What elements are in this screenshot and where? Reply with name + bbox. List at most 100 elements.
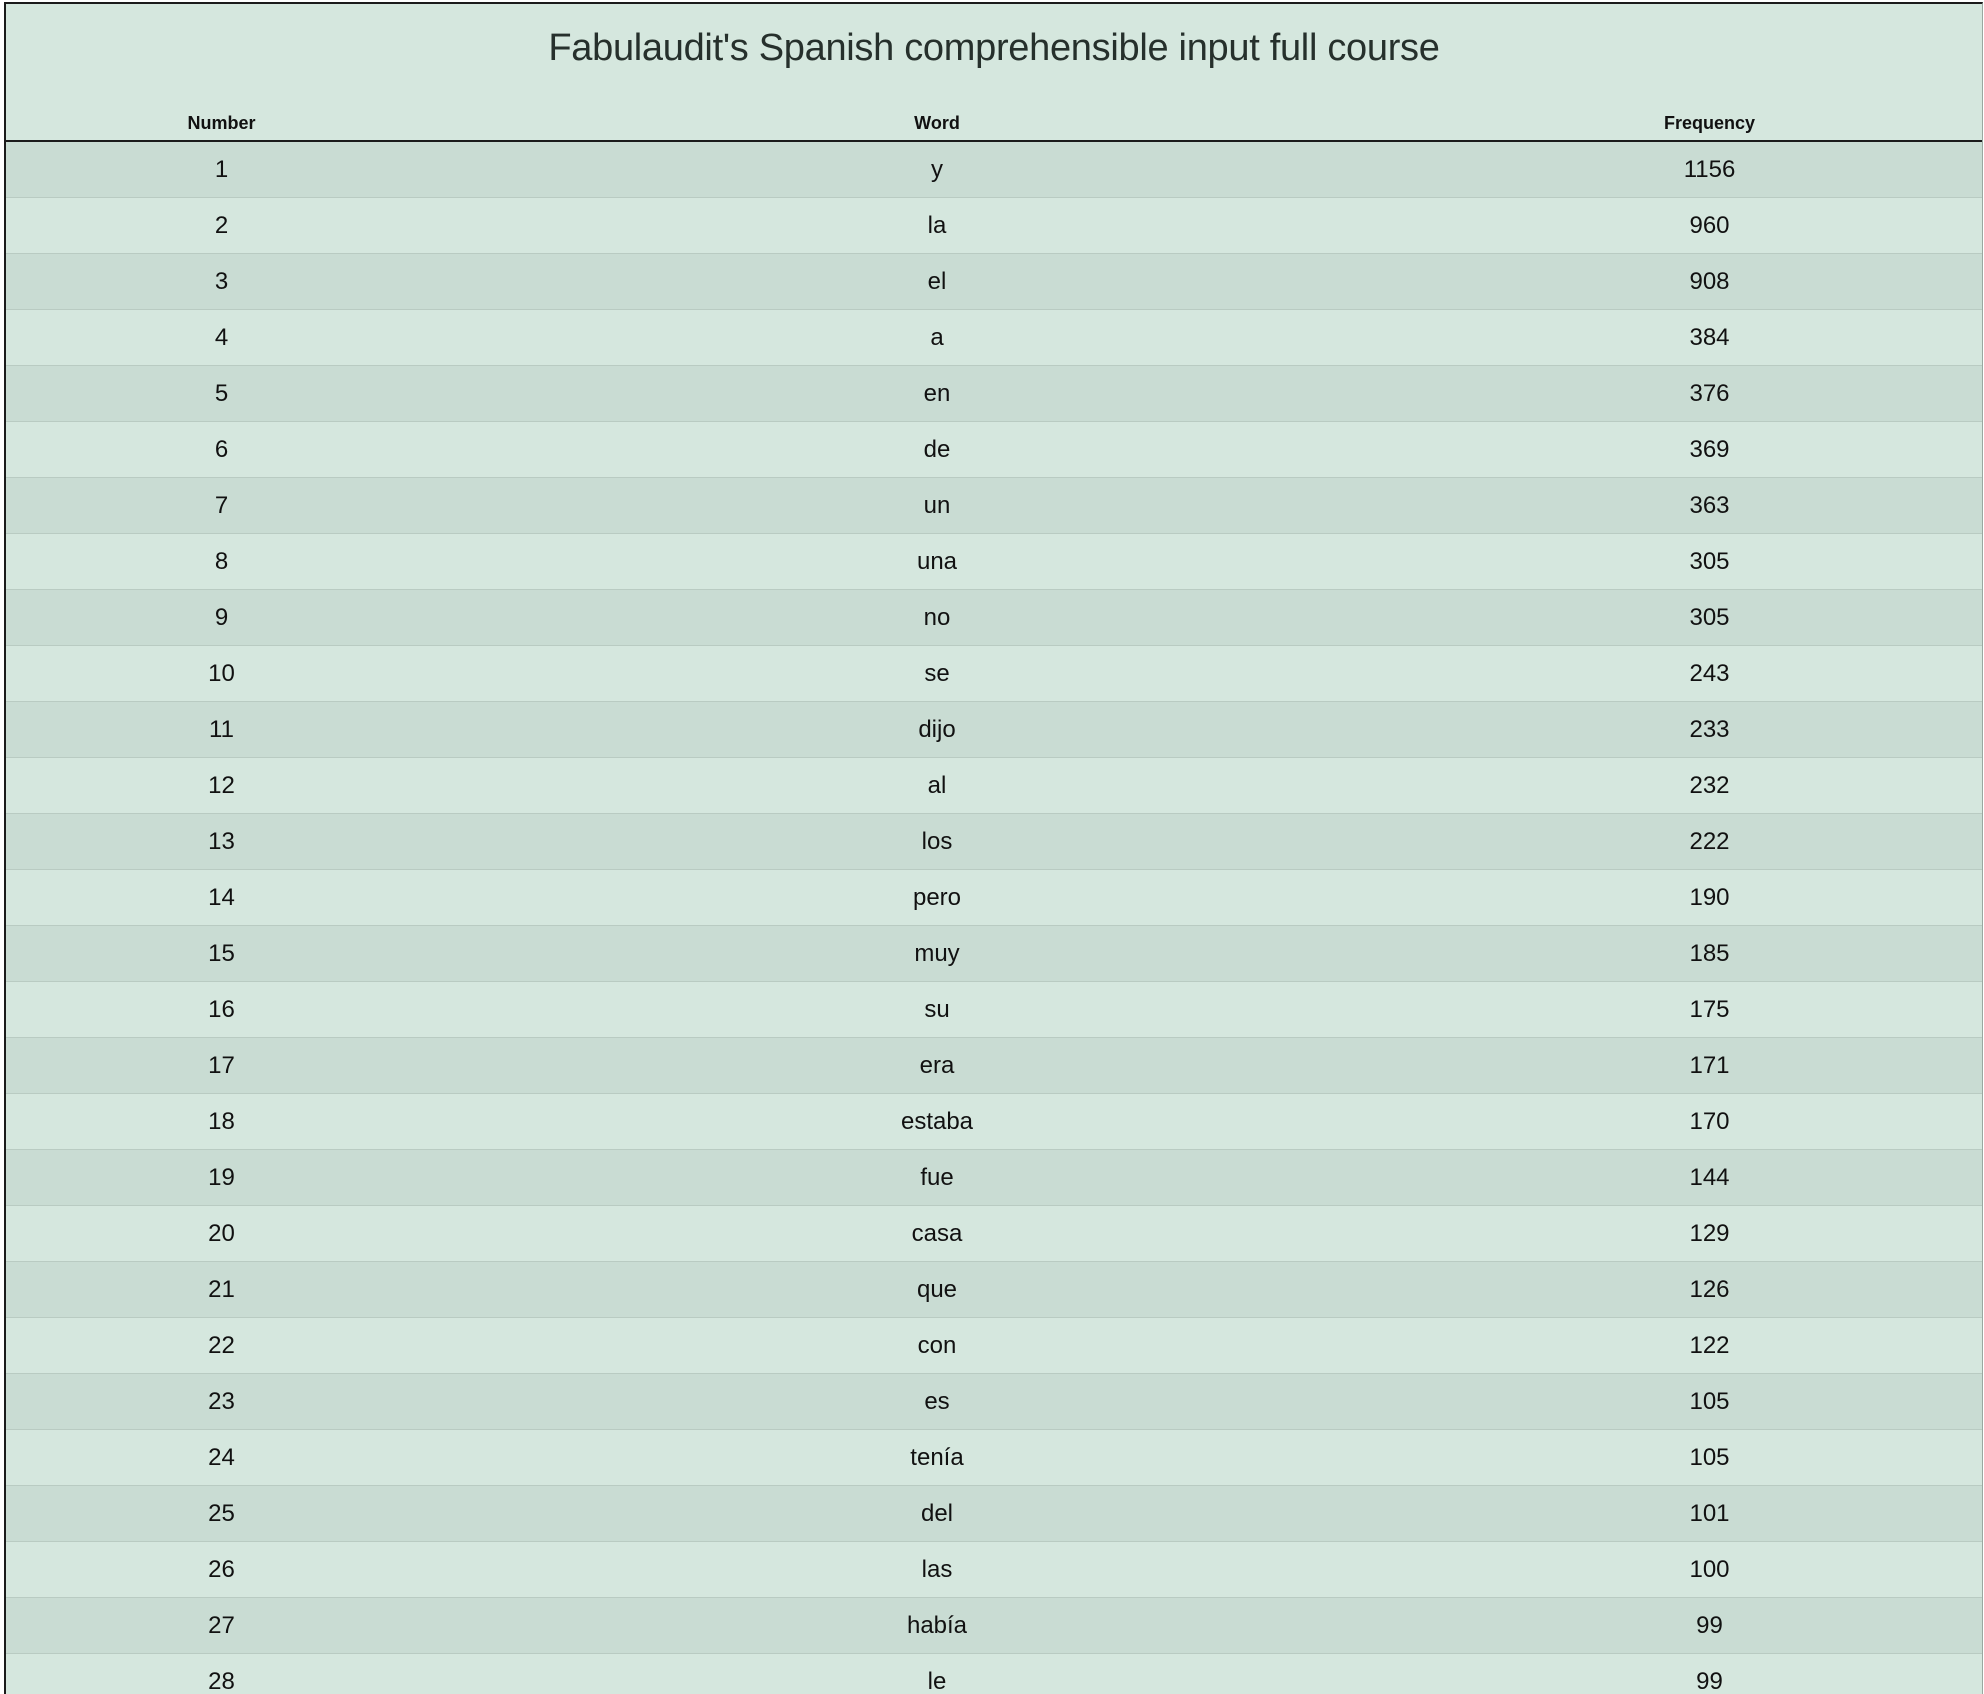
cell-word: del bbox=[920, 1500, 954, 1527]
cell-number: 1 bbox=[214, 156, 229, 183]
cell-word: la bbox=[927, 212, 947, 239]
cell-word: es bbox=[924, 1388, 950, 1415]
cell-frequency: 175 bbox=[1689, 996, 1730, 1023]
cell-number: 14 bbox=[208, 884, 235, 911]
cell-frequency: 126 bbox=[1689, 1276, 1730, 1303]
table-row: 15 muy 185 bbox=[6, 926, 1982, 982]
cell-frequency: 908 bbox=[1689, 268, 1730, 295]
cell-word: no bbox=[923, 604, 951, 631]
table-row: 16 su 175 bbox=[6, 982, 1982, 1038]
table-row: 18 estaba 170 bbox=[6, 1094, 1982, 1150]
cell-word: fue bbox=[920, 1164, 954, 1191]
cell-number: 26 bbox=[208, 1556, 235, 1583]
cell-frequency: 384 bbox=[1689, 324, 1730, 351]
cell-frequency: 105 bbox=[1689, 1388, 1730, 1415]
cell-number: 3 bbox=[214, 268, 229, 295]
page-title: Fabulaudit's Spanish comprehensible inpu… bbox=[548, 27, 1440, 69]
cell-frequency: 99 bbox=[1696, 1668, 1723, 1694]
cell-word: a bbox=[930, 324, 944, 351]
cell-word: las bbox=[921, 1556, 953, 1583]
cell-word: le bbox=[927, 1668, 947, 1694]
table-row: 14 pero 190 bbox=[6, 870, 1982, 926]
column-header-word[interactable]: Word bbox=[914, 113, 960, 133]
table-body: 1 y 1156 2 la 960 3 el 908 4 a 384 5 en 376 6 de 369 7 un 36… bbox=[6, 142, 1982, 1694]
cell-number: 8 bbox=[214, 548, 229, 575]
cell-word: que bbox=[916, 1276, 958, 1303]
cell-number: 15 bbox=[208, 940, 235, 967]
table-row: 5 en 376 bbox=[6, 366, 1982, 422]
table-row: 2 la 960 bbox=[6, 198, 1982, 254]
cell-frequency: 233 bbox=[1689, 716, 1730, 743]
cell-word: pero bbox=[912, 884, 962, 911]
cell-number: 9 bbox=[214, 604, 229, 631]
table-header: Number Word Frequency bbox=[6, 92, 1982, 142]
cell-frequency: 100 bbox=[1689, 1556, 1730, 1583]
cell-frequency: 185 bbox=[1689, 940, 1730, 967]
cell-word: de bbox=[923, 436, 951, 463]
cell-word: en bbox=[923, 380, 951, 407]
cell-frequency: 363 bbox=[1689, 492, 1730, 519]
table-row: 19 fue 144 bbox=[6, 1150, 1982, 1206]
cell-word: con bbox=[917, 1332, 957, 1359]
cell-word: había bbox=[906, 1612, 968, 1639]
table-row: 17 era 171 bbox=[6, 1038, 1982, 1094]
table-row: 23 es 105 bbox=[6, 1374, 1982, 1430]
cell-number: 27 bbox=[208, 1612, 235, 1639]
cell-frequency: 190 bbox=[1689, 884, 1730, 911]
cell-frequency: 129 bbox=[1689, 1220, 1730, 1247]
cell-number: 22 bbox=[208, 1332, 235, 1359]
table-row: 11 dijo 233 bbox=[6, 702, 1982, 758]
cell-number: 7 bbox=[214, 492, 229, 519]
cell-word: una bbox=[916, 548, 958, 575]
cell-frequency: 243 bbox=[1689, 660, 1730, 687]
cell-frequency: 171 bbox=[1689, 1052, 1730, 1079]
cell-number: 28 bbox=[208, 1668, 235, 1694]
cell-number: 12 bbox=[208, 772, 235, 799]
cell-number: 17 bbox=[208, 1052, 235, 1079]
cell-number: 10 bbox=[208, 660, 235, 687]
cell-frequency: 305 bbox=[1689, 604, 1730, 631]
table-row: 7 un 363 bbox=[6, 478, 1982, 534]
cell-number: 4 bbox=[214, 324, 229, 351]
cell-frequency: 1156 bbox=[1683, 156, 1736, 183]
table-row: 8 una 305 bbox=[6, 534, 1982, 590]
cell-number: 21 bbox=[208, 1276, 235, 1303]
table-row: 6 de 369 bbox=[6, 422, 1982, 478]
table-row: 21 que 126 bbox=[6, 1262, 1982, 1318]
cell-number: 11 bbox=[209, 716, 234, 743]
cell-word: y bbox=[931, 156, 943, 183]
table-row: 28 le 99 bbox=[6, 1654, 1982, 1694]
cell-frequency: 305 bbox=[1689, 548, 1730, 575]
cell-frequency: 144 bbox=[1689, 1164, 1730, 1191]
table-row: 26 las 100 bbox=[6, 1542, 1982, 1598]
cell-frequency: 960 bbox=[1689, 212, 1730, 239]
column-header-frequency[interactable]: Frequency bbox=[1663, 113, 1756, 133]
cell-frequency: 376 bbox=[1689, 380, 1730, 407]
column-header-number[interactable]: Number bbox=[187, 113, 256, 133]
cell-word: era bbox=[919, 1052, 955, 1079]
table-row: 24 tenía 105 bbox=[6, 1430, 1982, 1486]
cell-number: 19 bbox=[208, 1164, 235, 1191]
table-row: 1 y 1156 bbox=[6, 142, 1982, 198]
cell-word: el bbox=[927, 268, 947, 295]
cell-number: 13 bbox=[208, 828, 235, 855]
cell-frequency: 105 bbox=[1689, 1444, 1730, 1471]
cell-frequency: 369 bbox=[1689, 436, 1730, 463]
table-row: 20 casa 129 bbox=[6, 1206, 1982, 1262]
cell-number: 18 bbox=[208, 1108, 235, 1135]
table-row: 9 no 305 bbox=[6, 590, 1982, 646]
cell-number: 5 bbox=[214, 380, 229, 407]
table-row: 10 se 243 bbox=[6, 646, 1982, 702]
cell-word: los bbox=[921, 828, 953, 855]
table-row: 3 el 908 bbox=[6, 254, 1982, 310]
frequency-table-panel: Fabulaudit's Spanish comprehensible inpu… bbox=[4, 2, 1983, 1694]
cell-number: 2 bbox=[214, 212, 229, 239]
cell-frequency: 99 bbox=[1696, 1612, 1723, 1639]
cell-frequency: 122 bbox=[1689, 1332, 1730, 1359]
cell-word: estaba bbox=[900, 1108, 974, 1135]
table-row: 25 del 101 bbox=[6, 1486, 1982, 1542]
table-row: 13 los 222 bbox=[6, 814, 1982, 870]
table-row: 12 al 232 bbox=[6, 758, 1982, 814]
cell-word: se bbox=[924, 660, 950, 687]
cell-number: 23 bbox=[208, 1388, 235, 1415]
